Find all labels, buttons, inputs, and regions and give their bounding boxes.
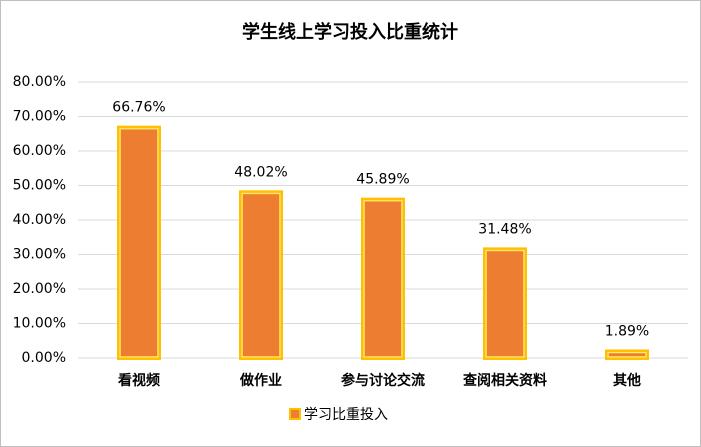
y-tick-label: 0.00% [22,350,66,366]
y-tick-label: 10.00% [13,316,66,332]
bar [239,190,283,360]
bar [483,247,527,360]
data-label: 31.48% [478,221,531,237]
x-tick-label: 查阅相关资料 [463,372,547,389]
x-tick-label: 做作业 [239,372,282,389]
chart-title: 学生线上学习投入比重统计 [242,21,458,43]
bar-inner-border [241,192,281,358]
y-tick-label: 60.00% [13,143,66,159]
y-tick-label: 20.00% [13,281,66,297]
bar-inner-border [485,249,525,358]
x-tick-label: 其他 [613,372,641,389]
y-tick-label: 80.00% [13,74,66,90]
y-tick-label: 30.00% [13,247,66,263]
y-tick-label: 50.00% [13,178,66,194]
x-tick-label: 参与讨论交流 [341,372,425,389]
bar [361,197,405,360]
bar-inner-border [607,351,647,358]
legend-label: 学习比重投入 [304,407,388,423]
data-label: 66.76% [112,100,165,116]
bar-inner-border [363,200,403,358]
y-tick-label: 40.00% [13,212,66,228]
y-tick-label: 70.00% [13,109,66,125]
bar [117,125,161,361]
bar [605,349,649,360]
bar-inner-border [119,128,159,358]
legend-swatch [289,408,301,420]
x-tick-label: 看视频 [117,372,160,389]
data-label: 1.89% [605,323,649,339]
data-label: 45.89% [356,172,409,188]
data-label: 48.02% [234,164,287,180]
